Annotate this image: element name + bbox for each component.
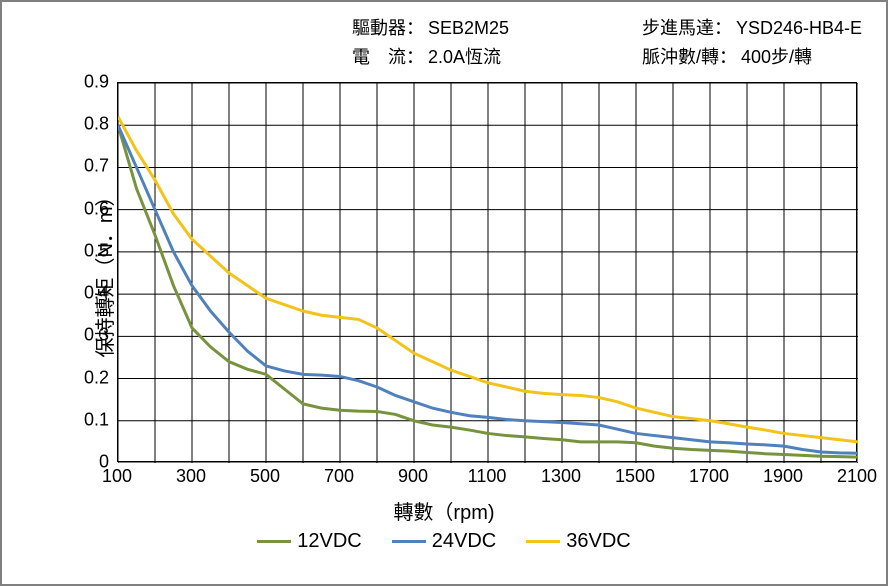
header-info: 驅動器： SEB2M25 步進馬達： YSD246-HB4-E 電 流： 2.0…: [352, 14, 866, 72]
y-tick: 0.2: [69, 367, 109, 388]
header-row-2: 電 流： 2.0A恆流 脈沖數/轉： 400步/轉: [352, 43, 866, 72]
legend-item-36VDC: 36VDC: [526, 530, 630, 553]
x-axis-label: 轉數（rpm): [2, 496, 886, 525]
x-tick: 1500: [615, 466, 655, 487]
legend: 12VDC 24VDC 36VDC: [2, 530, 886, 553]
y-tick: 0.8: [69, 114, 109, 135]
y-tick: 0.4: [69, 283, 109, 304]
x-tick: 300: [176, 466, 206, 487]
x-tick: 700: [324, 466, 354, 487]
legend-item-12VDC: 12VDC: [257, 530, 361, 553]
x-tick: 1900: [763, 466, 803, 487]
motor-value: YSD246-HB4-E: [736, 14, 862, 43]
x-tick: 2100: [837, 466, 877, 487]
current-value: 2.0A恆流: [428, 43, 501, 72]
legend-label: 36VDC: [566, 530, 630, 553]
torque-curve-figure: 驅動器： SEB2M25 步進馬達： YSD246-HB4-E 電 流： 2.0…: [0, 0, 888, 586]
x-tick: 1300: [541, 466, 581, 487]
plot-svg: [118, 83, 858, 463]
motor-key: 步進馬達：: [642, 14, 732, 43]
y-tick: 0.5: [69, 240, 109, 261]
x-tick: 900: [398, 466, 428, 487]
y-tick: 0.7: [69, 156, 109, 177]
legend-swatch: [526, 540, 560, 543]
driver-key: 驅動器：: [352, 14, 424, 43]
plot-area: [117, 82, 857, 462]
driver-value: SEB2M25: [428, 14, 509, 43]
legend-item-24VDC: 24VDC: [392, 530, 496, 553]
legend-swatch: [392, 540, 426, 543]
x-tick: 100: [102, 466, 132, 487]
current-cell: 電 流： 2.0A恆流: [352, 43, 642, 72]
y-tick: 0.9: [69, 72, 109, 93]
legend-label: 24VDC: [432, 530, 496, 553]
y-tick: 0.1: [69, 409, 109, 430]
x-tick: 1700: [689, 466, 729, 487]
y-tick: 0.3: [69, 325, 109, 346]
x-tick: 1100: [468, 466, 507, 487]
motor-cell: 步進馬達： YSD246-HB4-E: [642, 14, 862, 43]
pulse-value: 400步/轉: [741, 43, 812, 72]
legend-label: 12VDC: [297, 530, 361, 553]
legend-swatch: [257, 540, 291, 543]
pulse-cell: 脈沖數/轉： 400步/轉: [642, 43, 812, 72]
header-row-1: 驅動器： SEB2M25 步進馬達： YSD246-HB4-E: [352, 14, 866, 43]
pulse-key: 脈沖數/轉：: [642, 43, 737, 72]
current-key: 電 流：: [352, 43, 424, 72]
driver-cell: 驅動器： SEB2M25: [352, 14, 642, 43]
x-tick: 500: [250, 466, 280, 487]
y-tick: 0.6: [69, 198, 109, 219]
